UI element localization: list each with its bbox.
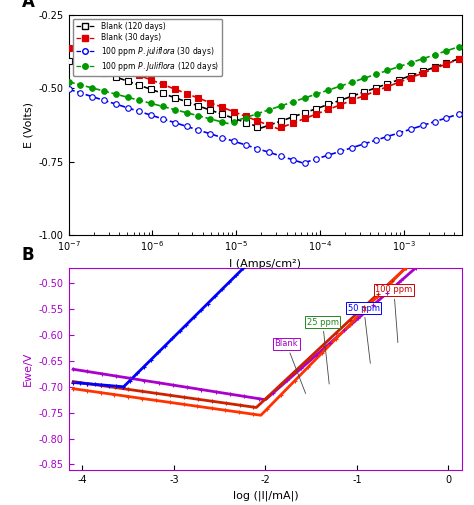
Y-axis label: Ewe/V: Ewe/V [23, 351, 33, 386]
Text: B: B [21, 245, 34, 264]
Text: 50 ppm: 50 ppm [348, 304, 380, 363]
X-axis label: log (|I|/mA|): log (|I|/mA|) [233, 490, 298, 500]
X-axis label: I (Amps/cm²): I (Amps/cm²) [229, 259, 301, 269]
Text: 25 ppm: 25 ppm [307, 318, 338, 384]
Text: 100 ppm: 100 ppm [375, 285, 412, 342]
Text: A: A [21, 0, 35, 11]
Y-axis label: E (Volts): E (Volts) [23, 102, 33, 148]
Legend: Blank (120 days), Blank (30 days), 100 ppm $\it{P. juliflora}$ (30 days), 100 pp: Blank (120 days), Blank (30 days), 100 p… [73, 19, 222, 76]
Text: Blank: Blank [274, 339, 306, 393]
